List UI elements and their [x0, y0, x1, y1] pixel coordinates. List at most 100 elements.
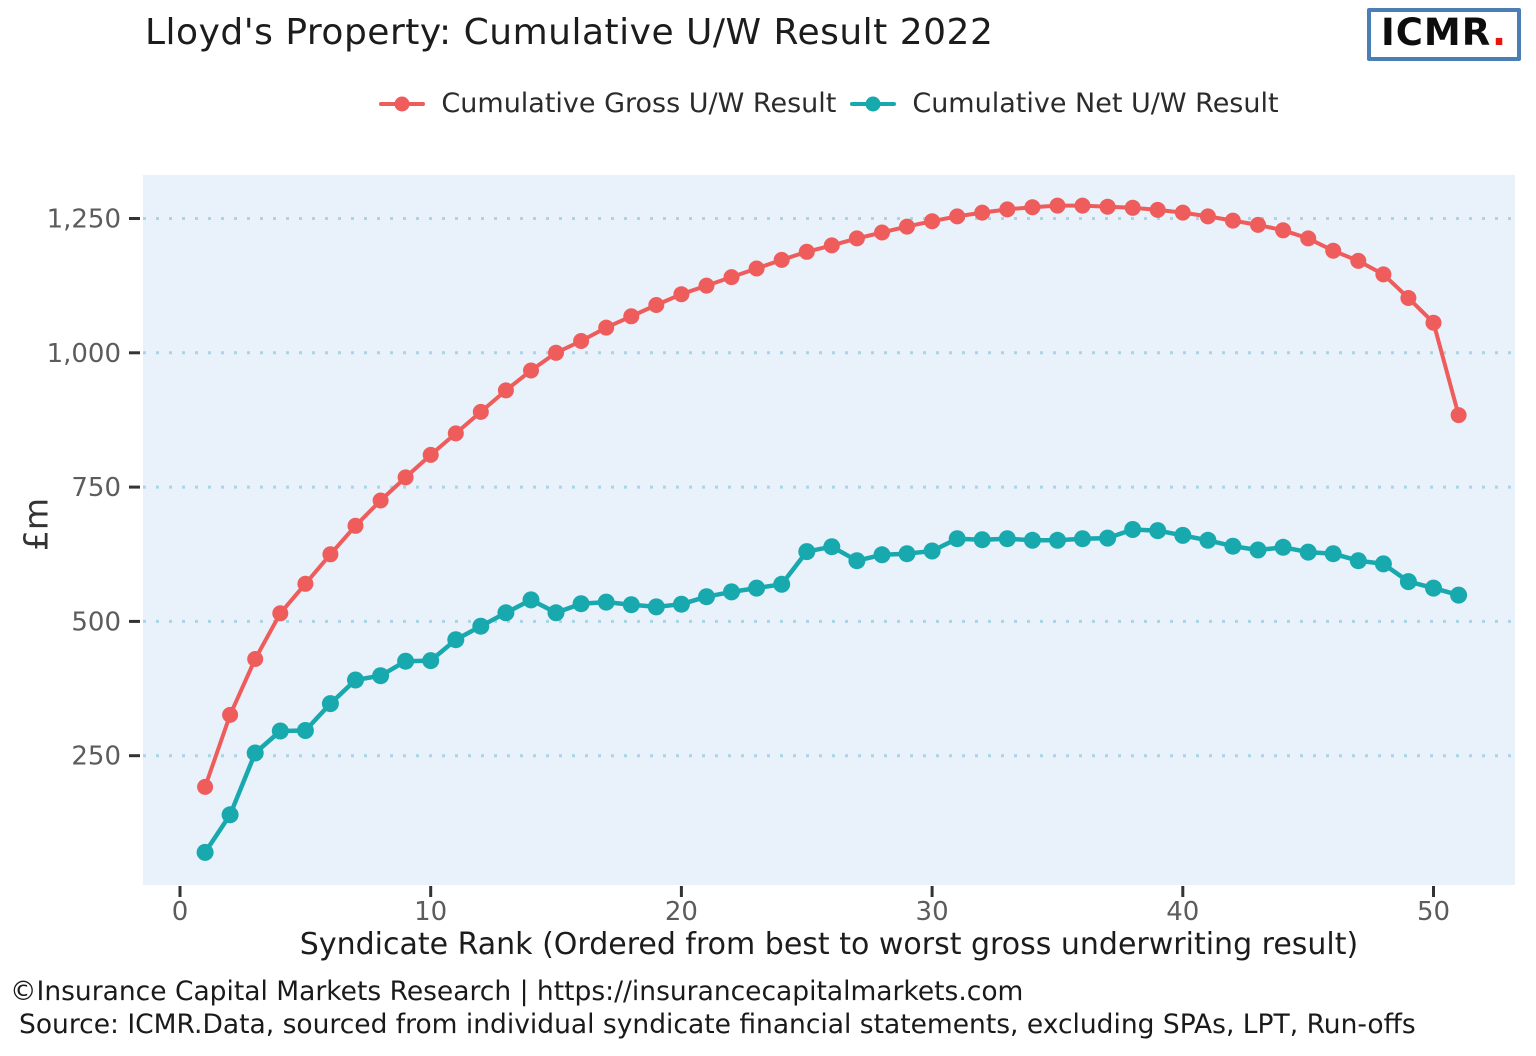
- net-data-point: [622, 596, 640, 614]
- gross-data-point: [1124, 199, 1141, 216]
- gross-data-point: [497, 382, 514, 399]
- gross-data-point: [1224, 212, 1241, 229]
- y-tick-label: 750: [71, 473, 121, 503]
- y-tick-label: 1,000: [47, 339, 121, 369]
- net-data-point: [347, 671, 364, 689]
- y-tick-label: 500: [71, 607, 121, 637]
- legend: Cumulative Gross U/W Result Cumulative N…: [143, 88, 1515, 119]
- gross-data-point: [247, 651, 264, 667]
- net-data-point: [723, 583, 740, 601]
- gross-data-point: [1400, 290, 1417, 306]
- gross-data-point: [397, 469, 414, 486]
- gross-data-point: [874, 224, 890, 241]
- icmr-logo-dot: .: [1491, 11, 1507, 54]
- gross-data-point: [372, 492, 389, 509]
- gross-data-point: [623, 308, 640, 325]
- net-data-point: [1199, 531, 1217, 549]
- gross-data-point: [472, 403, 489, 420]
- net-data-point: [221, 806, 239, 824]
- gross-data-point: [447, 425, 464, 442]
- legend-entry-net: Cumulative Net U/W Result: [850, 88, 1279, 119]
- net-series-key-icon: [850, 94, 897, 114]
- gross-data-point: [773, 251, 790, 268]
- net-data-point: [672, 595, 690, 613]
- x-tick-label: 0: [172, 897, 189, 927]
- legend-label-net: Cumulative Net U/W Result: [912, 88, 1279, 119]
- x-tick-label: 40: [1166, 897, 1199, 927]
- x-tick-label: 20: [665, 897, 698, 927]
- gross-data-point: [1300, 230, 1317, 247]
- net-data-point: [1224, 537, 1242, 555]
- net-data-point: [1274, 538, 1292, 556]
- net-data-point: [773, 575, 791, 593]
- gross-data-point: [848, 230, 865, 247]
- gross-data-point: [949, 208, 966, 225]
- net-data-point: [196, 843, 214, 861]
- icmr-logo-text: ICMR: [1381, 11, 1492, 54]
- footer-source: Source: ICMR.Data, sourced from individu…: [19, 1008, 1416, 1040]
- gross-data-point: [899, 218, 915, 235]
- net-data-point: [1174, 526, 1192, 544]
- gross-data-point: [598, 319, 615, 336]
- net-data-point: [873, 546, 891, 564]
- gross-data-point: [1149, 201, 1166, 218]
- net-data-point: [1374, 555, 1392, 573]
- net-data-point: [698, 588, 715, 606]
- gross-data-point: [272, 605, 289, 622]
- net-data-point: [246, 744, 264, 762]
- gross-data-point: [999, 201, 1016, 218]
- gross-data-point: [798, 243, 815, 260]
- net-data-point: [823, 538, 841, 556]
- net-data-point: [1074, 530, 1091, 548]
- footer-copyright: ©Insurance Capital Markets Research | ht…: [10, 976, 1024, 1007]
- gross-data-point: [1325, 242, 1342, 259]
- net-data-point: [296, 722, 314, 739]
- gross-data-point: [197, 778, 214, 795]
- legend-label-gross: Cumulative Gross U/W Result: [441, 88, 837, 119]
- net-data-point: [1249, 541, 1267, 559]
- net-data-point: [798, 543, 816, 561]
- gross-data-point: [1375, 266, 1392, 283]
- net-data-point: [422, 652, 440, 670]
- net-data-point: [923, 542, 941, 560]
- gross-data-point: [673, 286, 690, 303]
- gross-data-point: [1275, 222, 1292, 239]
- page-title: Lloyd's Property: Cumulative U/W Result …: [145, 12, 994, 53]
- net-data-point: [321, 695, 339, 713]
- gross-data-point: [698, 277, 715, 294]
- gross-data-point: [924, 213, 941, 230]
- gross-data-point: [748, 260, 765, 277]
- gross-data-point: [648, 297, 665, 313]
- x-tick-label: 30: [916, 897, 949, 927]
- gross-data-point: [1425, 314, 1442, 331]
- gross-data-point: [823, 237, 840, 254]
- net-data-point: [973, 531, 991, 549]
- net-data-point: [397, 652, 415, 670]
- legend-entry-gross: Cumulative Gross U/W Result: [379, 88, 836, 119]
- net-data-point: [447, 631, 465, 649]
- net-data-point: [948, 530, 966, 548]
- gross-data-point: [1199, 208, 1216, 225]
- gross-data-point: [297, 575, 314, 592]
- x-tick-label: 10: [414, 897, 447, 927]
- gross-data-point: [1074, 197, 1091, 214]
- net-data-point: [647, 598, 665, 616]
- net-data-point: [1450, 586, 1468, 604]
- net-data-point: [1425, 579, 1442, 597]
- net-data-point: [1149, 522, 1167, 540]
- net-data-point: [372, 667, 390, 685]
- gross-data-point: [1350, 252, 1367, 269]
- gross-data-point: [523, 362, 539, 379]
- gross-data-point: [1174, 204, 1191, 221]
- gross-data-point: [1049, 197, 1066, 214]
- gross-data-point: [322, 546, 339, 563]
- gross-data-point: [723, 269, 740, 286]
- gross-data-point: [1450, 407, 1467, 424]
- gross-data-point: [1099, 198, 1116, 215]
- net-data-point: [522, 591, 540, 609]
- gross-data-point: [1024, 199, 1041, 216]
- net-data-point: [572, 595, 590, 613]
- gross-data-point: [974, 204, 991, 221]
